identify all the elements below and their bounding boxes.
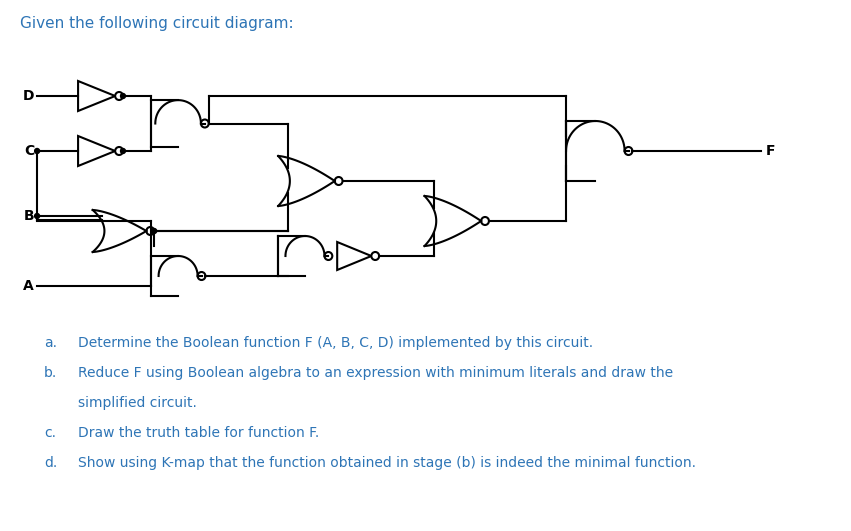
Circle shape [121,149,125,153]
Text: Determine the Boolean function F (A, B, C, D) implemented by this circuit.: Determine the Boolean function F (A, B, … [78,336,593,350]
Text: A: A [24,279,34,293]
Text: Draw the truth table for function F.: Draw the truth table for function F. [78,426,319,440]
Text: d.: d. [44,456,57,470]
Text: Show using K-map that the function obtained in stage (b) is indeed the minimal f: Show using K-map that the function obtai… [78,456,696,470]
Text: Reduce F using Boolean algebra to an expression with minimum literals and draw t: Reduce F using Boolean algebra to an exp… [78,366,673,380]
Text: D: D [23,89,34,103]
Text: b.: b. [44,366,57,380]
Text: simplified circuit.: simplified circuit. [78,396,197,410]
Circle shape [35,149,39,153]
Text: c.: c. [44,426,56,440]
Circle shape [151,228,157,234]
Text: Given the following circuit diagram:: Given the following circuit diagram: [20,16,293,31]
Text: F: F [766,144,775,158]
Text: C: C [24,144,34,158]
Circle shape [35,213,39,218]
Text: B: B [24,209,34,223]
Circle shape [121,93,125,98]
Text: a.: a. [44,336,57,350]
